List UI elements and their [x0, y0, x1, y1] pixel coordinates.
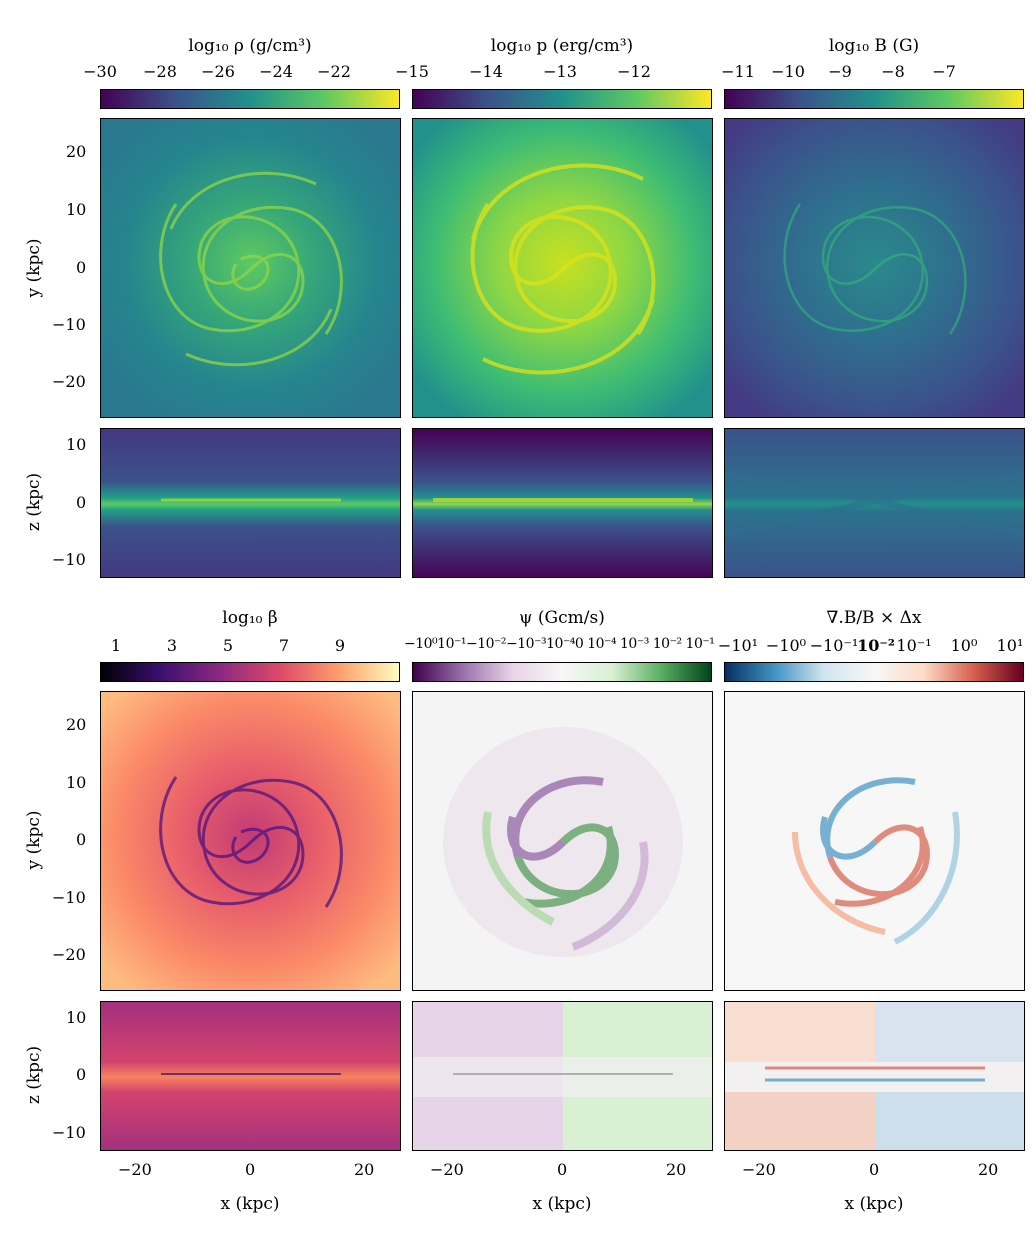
x-axis-label: x (kpc)	[844, 1194, 904, 1214]
panel-density-xy	[100, 118, 401, 418]
y-tick: 20	[66, 715, 87, 734]
y-tick: −10	[52, 315, 86, 334]
colorbar-tick: 1	[110, 636, 122, 655]
y-tick: 0	[76, 258, 87, 277]
colorbar-tick: −10	[771, 62, 805, 81]
colorbar-density	[100, 89, 400, 109]
colorbar-title-pressure: log₁₀ p (erg/cm³)	[490, 36, 634, 56]
colorbar-tick: −9	[828, 62, 852, 81]
colorbar-tick: −13	[543, 62, 577, 81]
z-tick: −10	[52, 550, 86, 569]
colorbar-tick: −10⁻¹	[809, 636, 859, 655]
z-axis-label: z (kpc)	[24, 472, 44, 532]
x-tick: 20	[354, 1160, 375, 1179]
x-tick: 20	[666, 1160, 687, 1179]
colorbar-tick: 10⁻¹	[896, 636, 932, 655]
colorbar-tick: 7	[278, 636, 290, 655]
colorbar-tick: −24	[259, 62, 293, 81]
colorbar-title-beta: log₁₀ β	[222, 608, 278, 628]
colorbar-tick: 5	[222, 636, 234, 655]
colorbar-tick: 3	[166, 636, 178, 655]
colorbar-tick: 10⁰	[950, 636, 978, 655]
panel-psi-xz	[412, 1001, 713, 1151]
colorbar-tick: −11	[721, 62, 755, 81]
y-tick: 0	[76, 830, 87, 849]
colorbar-title-magnetic: log₁₀ B (G)	[828, 36, 920, 56]
panel-pressure-xy	[412, 118, 713, 418]
colorbar-title-psi: ψ (Gcm/s)	[519, 608, 605, 628]
x-tick: −20	[430, 1160, 464, 1179]
colorbar-tick: −10⁰	[765, 636, 807, 655]
colorbar-tick: −26	[201, 62, 235, 81]
panel-density-xz	[100, 428, 401, 578]
colorbar-tick: −14	[469, 62, 503, 81]
colorbar-psi	[412, 662, 712, 682]
panel-divb-xy	[724, 691, 1025, 991]
colorbar-tick: −8	[881, 62, 905, 81]
y-tick: −10	[52, 888, 86, 907]
colorbar-tick: −28	[143, 62, 177, 81]
z-tick: 10	[66, 435, 87, 454]
y-axis-label: y (kpc)	[24, 810, 44, 870]
panel-magnetic-xy	[724, 118, 1025, 418]
y-tick: 20	[66, 142, 87, 161]
x-tick: −20	[742, 1160, 776, 1179]
x-axis-label: x (kpc)	[532, 1194, 592, 1214]
x-axis-label: x (kpc)	[220, 1194, 280, 1214]
colorbar-tick: −12	[617, 62, 651, 81]
colorbar-tick-row: −10⁰10⁻¹−10⁻²−10⁻³10⁻⁴0 10⁻⁴ 10⁻³ 10⁻² 1…	[404, 636, 714, 652]
panel-pressure-xz	[412, 428, 713, 578]
colorbar-tick: −10¹	[717, 636, 759, 655]
x-tick: 0	[245, 1160, 256, 1179]
z-tick: 10	[66, 1008, 87, 1027]
colorbar-tick: −15	[395, 62, 429, 81]
z-tick: 0	[76, 1065, 87, 1084]
z-tick: −10	[52, 1123, 86, 1142]
colorbar-title-density: log₁₀ ρ (g/cm³)	[188, 36, 312, 56]
y-tick: 10	[66, 200, 87, 219]
z-axis-label: z (kpc)	[24, 1045, 44, 1105]
y-tick: −20	[52, 372, 86, 391]
colorbar-pressure	[412, 89, 712, 109]
panel-beta-xz	[100, 1001, 401, 1151]
colorbar-magnetic	[724, 89, 1024, 109]
panel-divb-xz	[724, 1001, 1025, 1151]
y-tick: −20	[52, 945, 86, 964]
y-axis-label: y (kpc)	[24, 238, 44, 298]
colorbar-tick: −22	[317, 62, 351, 81]
panel-magnetic-xz	[724, 428, 1025, 578]
colorbar-beta	[100, 662, 400, 682]
panel-beta-xy	[100, 691, 401, 991]
colorbar-divb	[724, 662, 1024, 682]
y-tick: 10	[66, 773, 87, 792]
colorbar-tick: 10⁻²	[857, 636, 895, 655]
colorbar-title-divb: ∇.B/B × Δx	[826, 608, 922, 628]
z-tick: 0	[76, 493, 87, 512]
panel-psi-xy	[412, 691, 713, 991]
colorbar-tick: 9	[334, 636, 346, 655]
x-tick: 0	[869, 1160, 880, 1179]
colorbar-tick: −30	[83, 62, 117, 81]
colorbar-tick: 10¹	[996, 636, 1024, 655]
x-tick: −20	[118, 1160, 152, 1179]
x-tick: 20	[978, 1160, 999, 1179]
x-tick: 0	[557, 1160, 568, 1179]
colorbar-tick: −7	[932, 62, 956, 81]
